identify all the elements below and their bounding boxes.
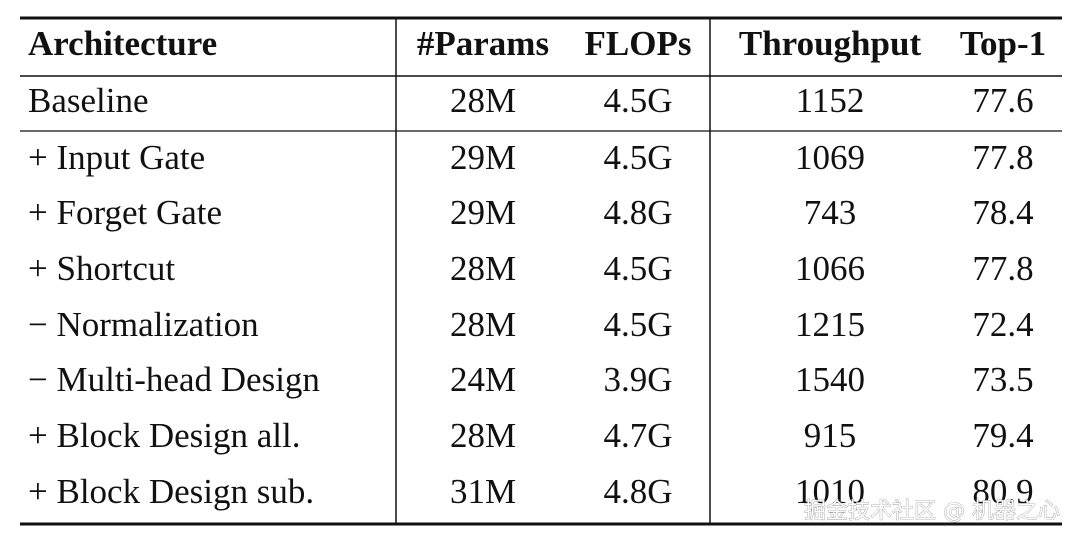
watermark: 掘金技术社区 @ 机器之心 — [804, 499, 1060, 524]
header-cell: Throughput — [739, 24, 922, 63]
header-cell: Top-1 — [960, 24, 1046, 63]
table-cell: 29M — [450, 193, 516, 232]
table-cell: + Shortcut — [28, 249, 175, 288]
table-cell: 28M — [450, 305, 516, 344]
table-cell: 28M — [450, 249, 516, 288]
table-cell: 72.4 — [972, 305, 1033, 344]
table-cell: 3.9G — [603, 360, 672, 399]
table-cell: 4.7G — [603, 416, 672, 455]
table-cell: 4.8G — [603, 193, 672, 232]
table-cell: 4.5G — [603, 81, 672, 120]
table-cell: 24M — [450, 360, 516, 399]
table-cell: 29M — [450, 138, 516, 177]
table-cell: Baseline — [28, 81, 149, 120]
table-cell: 1069 — [795, 138, 865, 177]
table-cell: + Block Design all. — [28, 416, 300, 455]
table-cell: + Block Design sub. — [28, 472, 314, 511]
table-cell: 915 — [804, 416, 857, 455]
table-cell: 4.5G — [603, 305, 672, 344]
header-cell: FLOPs — [585, 24, 692, 63]
table-cell: 31M — [450, 472, 516, 511]
table-cell: 1215 — [795, 305, 865, 344]
header-cell: Architecture — [28, 24, 217, 63]
table-cell: 4.5G — [603, 249, 672, 288]
table-cell: 28M — [450, 81, 516, 120]
table-cell: 77.8 — [972, 138, 1033, 177]
table-cell: 78.4 — [972, 193, 1033, 232]
table-cell: 743 — [804, 193, 857, 232]
header-cell: #Params — [417, 24, 549, 63]
table-cell: − Multi-head Design — [28, 360, 320, 399]
table-cell: 79.4 — [972, 416, 1033, 455]
table-cell: 1010 — [795, 472, 865, 511]
table-cell: 4.5G — [603, 138, 672, 177]
table-cell: 77.8 — [972, 249, 1033, 288]
table-cell: 4.8G — [603, 472, 672, 511]
table-cell: + Forget Gate — [28, 193, 222, 232]
table-cell: 1066 — [795, 249, 865, 288]
table-cell: 28M — [450, 416, 516, 455]
table-cell: 73.5 — [972, 360, 1033, 399]
table-cell: 1152 — [796, 81, 865, 120]
table-cell: + Input Gate — [28, 138, 205, 177]
table-cell: 1540 — [795, 360, 865, 399]
table-cell: 77.6 — [972, 81, 1033, 120]
table-cell: 80.9 — [972, 472, 1033, 511]
table-cell: − Normalization — [28, 305, 259, 344]
